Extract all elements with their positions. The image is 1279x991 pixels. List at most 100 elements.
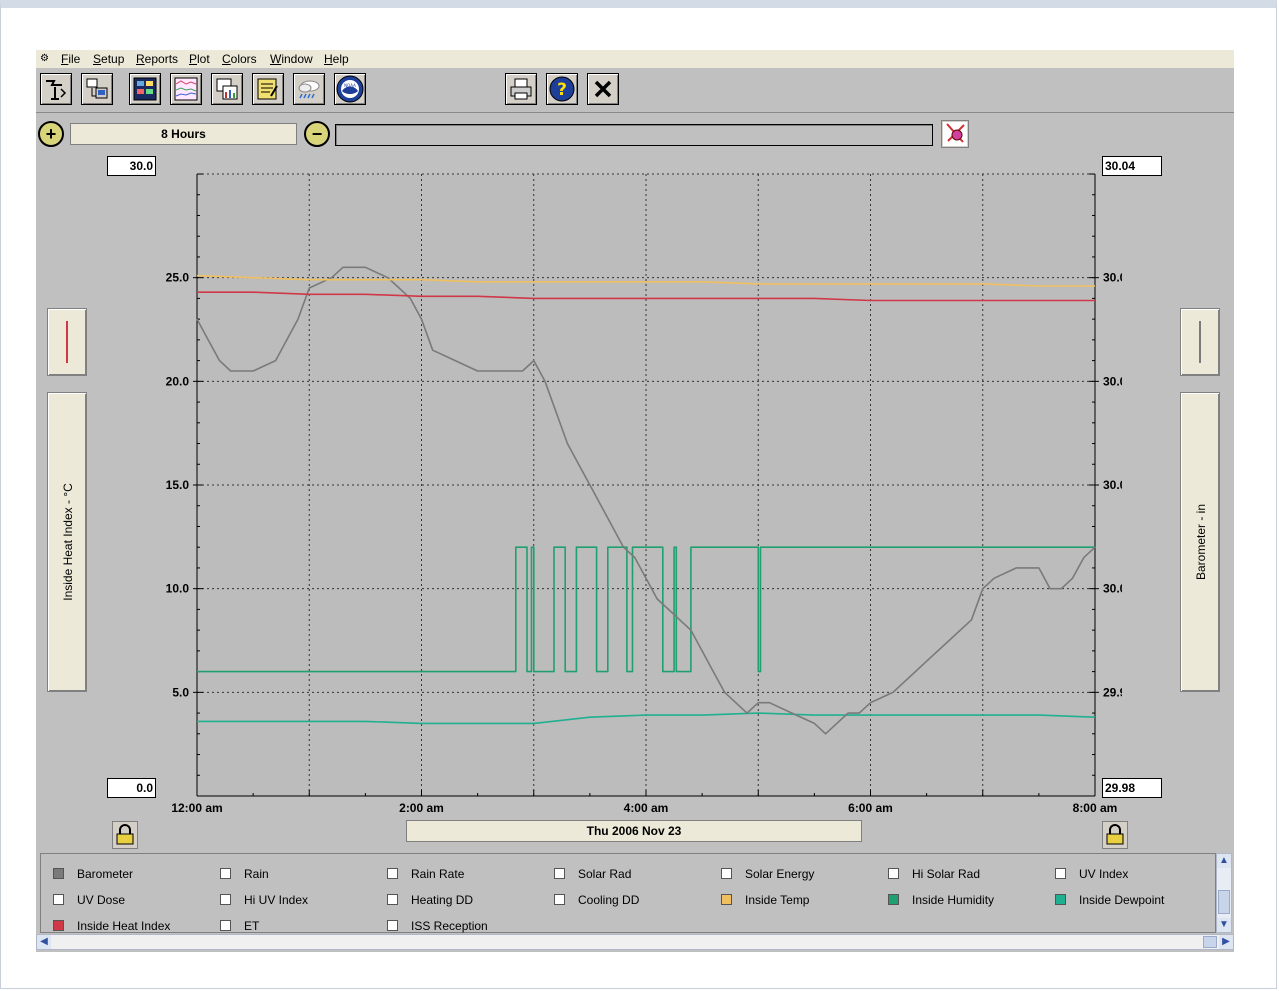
horizontal-scrollbar[interactable]: ◀ ▶ bbox=[36, 934, 1234, 950]
left-axis-max[interactable]: 30.0 bbox=[107, 156, 156, 176]
right-axis-label: Barometer - in bbox=[1194, 503, 1208, 581]
scroll-thumb[interactable] bbox=[1218, 890, 1230, 914]
x-axis-tick-label: 6:00 am bbox=[848, 801, 893, 815]
menu-colors[interactable]: Colors bbox=[222, 52, 257, 66]
weather-button[interactable] bbox=[293, 73, 325, 105]
series-legend: Barometer Rain Rain Rate Solar Rad Solar Ene… bbox=[40, 853, 1216, 933]
strip-charts-button[interactable] bbox=[170, 73, 202, 105]
weather-chart[interactable]: 5.0 10.0 15.0 20.0 25.0 29.99 30.00 30.01 30.02 3… bbox=[162, 164, 1122, 824]
legend-label: Solar Energy bbox=[745, 867, 815, 881]
time-scrollbar[interactable] bbox=[335, 124, 933, 146]
legend-checkbox[interactable] bbox=[220, 894, 231, 905]
legend-label: UV Index bbox=[1079, 867, 1129, 881]
station-icon bbox=[46, 80, 67, 100]
right-series-color-button[interactable] bbox=[1180, 308, 1220, 376]
legend-checkbox[interactable] bbox=[220, 868, 231, 879]
legend-checkbox[interactable] bbox=[721, 894, 732, 905]
scroll-down-icon[interactable]: ▼ bbox=[1217, 918, 1231, 932]
graph-button[interactable] bbox=[211, 73, 243, 105]
legend-checkbox[interactable] bbox=[721, 868, 732, 879]
close-button[interactable] bbox=[587, 73, 619, 105]
legend-checkbox[interactable] bbox=[387, 920, 398, 931]
legend-label: Inside Humidity bbox=[912, 893, 995, 907]
app-system-icon[interactable]: ⚙ bbox=[40, 53, 49, 64]
scroll-left-icon[interactable]: ◀ bbox=[37, 935, 51, 949]
menu-window[interactable]: Window bbox=[270, 52, 313, 66]
legend-checkbox[interactable] bbox=[387, 868, 398, 879]
printer-icon bbox=[510, 78, 532, 100]
legend-label: Cooling DD bbox=[578, 893, 640, 907]
series-line-barometer bbox=[196, 266, 1096, 735]
legend-checkbox[interactable] bbox=[554, 868, 565, 879]
print-button[interactable] bbox=[505, 73, 537, 105]
weather-icon bbox=[298, 80, 320, 99]
right-axis-tick-label: 30.02 bbox=[1103, 374, 1122, 388]
menu-help[interactable]: Help bbox=[324, 52, 349, 66]
date-display[interactable]: Thu 2006 Nov 23 bbox=[406, 820, 862, 842]
right-lock-button[interactable] bbox=[1102, 821, 1128, 849]
right-axis-tick-label: 29.99 bbox=[1103, 685, 1122, 699]
x-axis-tick-label: 4:00 am bbox=[624, 801, 669, 815]
menu-setup[interactable]: Setup bbox=[93, 52, 125, 66]
bulletin-button[interactable] bbox=[129, 73, 161, 105]
plus-icon: + bbox=[45, 124, 57, 144]
left-series-color-button[interactable] bbox=[47, 308, 87, 376]
scroll-right-icon[interactable]: ▶ bbox=[1219, 935, 1233, 949]
lock-icon bbox=[116, 824, 134, 845]
legend-checkbox[interactable] bbox=[554, 894, 565, 905]
right-axis-min[interactable]: 29.98 bbox=[1102, 778, 1162, 798]
legend-checkbox[interactable] bbox=[888, 868, 899, 879]
x-axis-tick-label: 8:00 am bbox=[1073, 801, 1118, 815]
graph-icon bbox=[216, 78, 238, 100]
left-axis-min[interactable]: 0.0 bbox=[107, 778, 156, 798]
right-axis-tick-label: 30.03 bbox=[1103, 271, 1122, 285]
series-line-inside-temp bbox=[196, 274, 1095, 287]
right-series-swatch bbox=[1199, 321, 1201, 363]
pin-button[interactable] bbox=[941, 120, 969, 148]
legend-checkbox[interactable] bbox=[53, 920, 64, 931]
zoom-in-button[interactable]: + bbox=[38, 121, 64, 147]
left-axis-tick-label: 20.0 bbox=[166, 374, 190, 388]
zoom-out-button[interactable]: − bbox=[304, 121, 330, 147]
legend-label: Solar Rad bbox=[578, 867, 632, 881]
strip-charts-icon bbox=[174, 77, 198, 101]
left-axis-label-button[interactable]: Inside Heat Index - °C bbox=[47, 392, 87, 692]
close-icon bbox=[594, 80, 612, 98]
help-button[interactable]: ? bbox=[546, 73, 578, 105]
download-button[interactable] bbox=[81, 73, 113, 105]
right-axis-label-button[interactable]: Barometer - in bbox=[1180, 392, 1220, 692]
right-axis-max[interactable]: 30.04 bbox=[1102, 156, 1162, 176]
right-axis-tick-label: 30.00 bbox=[1103, 582, 1122, 596]
legend-checkbox[interactable] bbox=[53, 868, 64, 879]
left-lock-button[interactable] bbox=[112, 821, 138, 849]
legend-label: Inside Dewpoint bbox=[1079, 893, 1165, 907]
legend-checkbox[interactable] bbox=[53, 894, 64, 905]
legend-checkbox[interactable] bbox=[1055, 894, 1066, 905]
menu-plot[interactable]: Plot bbox=[189, 52, 210, 66]
left-axis-tick-label: 10.0 bbox=[166, 582, 190, 596]
legend-checkbox[interactable] bbox=[387, 894, 398, 905]
legend-label: Heating DD bbox=[411, 893, 474, 907]
station-button[interactable] bbox=[40, 73, 72, 105]
legend-checkbox[interactable] bbox=[220, 920, 231, 931]
series-line-inside-heat-index bbox=[197, 291, 1095, 302]
menu-file[interactable]: File bbox=[61, 52, 81, 66]
scroll-up-icon[interactable]: ▲ bbox=[1217, 854, 1231, 868]
legend-label: Inside Heat Index bbox=[77, 919, 171, 933]
left-axis-tick-label: 5.0 bbox=[172, 685, 189, 699]
menu-reports[interactable]: Reports bbox=[136, 52, 179, 66]
legend-checkbox[interactable] bbox=[888, 894, 899, 905]
toolbar: NOAA ? bbox=[36, 69, 1234, 113]
notes-icon bbox=[257, 78, 278, 100]
time-range-display: 8 Hours bbox=[70, 123, 297, 145]
minus-icon: − bbox=[311, 124, 323, 144]
legend-vertical-scrollbar[interactable]: ▲ ▼ bbox=[1216, 853, 1232, 933]
h-scroll-thumb[interactable] bbox=[1203, 936, 1217, 948]
notes-button[interactable] bbox=[252, 73, 284, 105]
noaa-button[interactable]: NOAA bbox=[334, 73, 366, 105]
help-icon: ? bbox=[549, 76, 575, 102]
bulletin-icon bbox=[133, 77, 157, 101]
svg-text:NOAA: NOAA bbox=[344, 83, 356, 88]
legend-checkbox[interactable] bbox=[1055, 868, 1066, 879]
legend-label: Rain Rate bbox=[411, 867, 465, 881]
